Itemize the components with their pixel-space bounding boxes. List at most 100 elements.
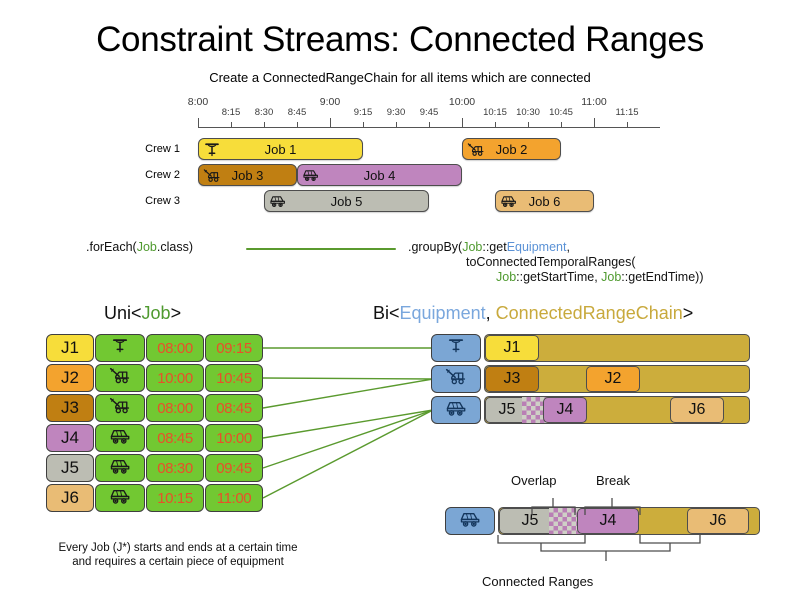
groupby-m1: ::getStartTime, (516, 270, 602, 284)
job-end-cell[interactable]: 08:45 (205, 394, 263, 422)
equipment-box[interactable] (431, 334, 481, 362)
detail-chain-segment[interactable]: J4 (577, 508, 639, 534)
dump-truck-icon (109, 458, 132, 479)
timeline-tick-label: 8:15 (221, 107, 241, 118)
dump-truck-icon (109, 428, 132, 449)
detail-brackets (497, 498, 701, 561)
job-id-cell[interactable]: J2 (46, 364, 94, 392)
job-id-cell[interactable]: J5 (46, 454, 94, 482)
crane-truck-icon (467, 141, 485, 157)
timeline-tick-label: 11:00 (581, 96, 607, 108)
timeline-tick-label: 10:30 (516, 107, 540, 118)
gantt-bar-label: Job 1 (264, 141, 297, 157)
overlap-label: Overlap (511, 473, 557, 488)
gantt-bar[interactable]: Job 3 (198, 164, 297, 186)
job-start-time: 08:30 (157, 459, 193, 477)
job-end-time: 09:15 (216, 339, 252, 357)
timeline-tick-mark (462, 118, 463, 127)
job-to-equipment-link (262, 409, 434, 469)
timeline-tick-mark (594, 118, 595, 127)
chain-segment[interactable]: J6 (670, 397, 724, 423)
groupby-code-line3: Job::getStartTime, Job::getEndTime)) (496, 270, 704, 285)
gantt-bar[interactable]: Job 1 (198, 138, 363, 160)
page-subtitle: Create a ConnectedRangeChain for all ite… (209, 70, 591, 85)
bi-panel-heading: Bi<Equipment, ConnectedRangeChain> (373, 303, 693, 324)
timeline-tick-mark (561, 122, 562, 127)
uni-type: Job (141, 303, 171, 323)
groupby-code-line1: .groupBy(Job::getEquipment, (408, 240, 570, 255)
gantt-bar[interactable]: Job 5 (264, 190, 429, 212)
dump-truck-icon (109, 488, 132, 509)
job-end-time: 09:45 (216, 459, 252, 477)
job-start-cell[interactable]: 08:45 (146, 424, 204, 452)
job-equipment-cell[interactable] (95, 484, 145, 512)
groupby-type2: Job (496, 270, 517, 284)
gantt-bar-label: Job 5 (330, 193, 363, 209)
job-equipment-cell[interactable] (95, 454, 145, 482)
dump-truck-icon (459, 511, 482, 532)
chain-segment[interactable]: J4 (543, 397, 587, 423)
job-end-time: 10:45 (216, 369, 252, 387)
crew-row-label: Crew 2 (145, 169, 180, 181)
job-start-time: 08:00 (157, 339, 193, 357)
gantt-bar-label: Job 4 (363, 167, 396, 183)
foreach-type: Job (136, 240, 157, 254)
crane-truck-icon (109, 397, 131, 419)
bi-type-chain: ConnectedRangeChain (495, 303, 683, 323)
gantt-bar[interactable]: Job 4 (297, 164, 462, 186)
equipment-box[interactable] (431, 396, 481, 424)
crane-truck-icon (445, 368, 467, 390)
job-id-cell[interactable]: J6 (46, 484, 94, 512)
job-start-cell[interactable]: 10:15 (146, 484, 204, 512)
job-id-cell[interactable]: J3 (46, 394, 94, 422)
job-end-cell[interactable]: 09:45 (205, 454, 263, 482)
job-equipment-cell[interactable] (95, 394, 145, 422)
caption-line-1: Every Job (J*) starts and ends at a cert… (58, 542, 298, 554)
job-start-cell[interactable]: 08:30 (146, 454, 204, 482)
uni-post: > (170, 303, 182, 323)
gantt-bar-label: Job 2 (495, 141, 528, 157)
timeline-tick-mark (231, 122, 232, 127)
job-equipment-cell[interactable] (95, 424, 145, 452)
timeline-tick-mark (264, 122, 265, 127)
job-start-cell[interactable]: 08:00 (146, 394, 204, 422)
job-start-time: 10:15 (157, 489, 193, 507)
job-id-cell[interactable]: J1 (46, 334, 94, 362)
gantt-bar[interactable]: Job 6 (495, 190, 594, 212)
groupby-type3: Job (601, 270, 622, 284)
job-start-time: 10:00 (157, 369, 193, 387)
timeline-tick-label: 10:15 (483, 107, 507, 118)
gantt-bar[interactable]: Job 2 (462, 138, 561, 160)
job-end-time: 10:00 (216, 429, 252, 447)
timeline-tick-label: 8:00 (187, 96, 209, 108)
pile-driver-icon (203, 141, 221, 157)
job-equipment-cell[interactable] (95, 364, 145, 392)
detail-chain-segment[interactable]: J6 (687, 508, 749, 534)
flow-connector-line (246, 248, 396, 250)
crew-row-label: Crew 3 (145, 195, 180, 207)
connected-range-chain-bar: J3 J2 (484, 365, 750, 393)
job-id-cell[interactable]: J4 (46, 424, 94, 452)
job-start-cell[interactable]: 10:00 (146, 364, 204, 392)
equipment-box[interactable] (431, 365, 481, 393)
timeline-axis (198, 127, 660, 128)
chain-segment[interactable]: J2 (586, 366, 640, 392)
job-end-cell[interactable]: 11:00 (205, 484, 263, 512)
job-start-cell[interactable]: 08:00 (146, 334, 204, 362)
job-equipment-cell[interactable] (95, 334, 145, 362)
timeline-tick-mark (198, 118, 199, 127)
chain-segment[interactable]: J1 (485, 335, 539, 361)
timeline-tick-mark (363, 122, 364, 127)
job-end-cell[interactable]: 10:45 (205, 364, 263, 392)
groupby-mid: ::get (482, 240, 507, 254)
dump-truck-icon (302, 167, 320, 183)
job-end-cell[interactable]: 10:00 (205, 424, 263, 452)
job-end-cell[interactable]: 09:15 (205, 334, 263, 362)
crane-truck-icon (203, 167, 221, 183)
timeline-tick-mark (330, 118, 331, 127)
job-end-time: 11:00 (216, 489, 252, 507)
timeline-tick-label: 9:45 (419, 107, 439, 118)
groupby-m2: ::getEndTime)) (621, 270, 704, 284)
chain-segment[interactable]: J3 (485, 366, 539, 392)
detail-chain-bar: J5 J4 J6 (498, 507, 760, 535)
